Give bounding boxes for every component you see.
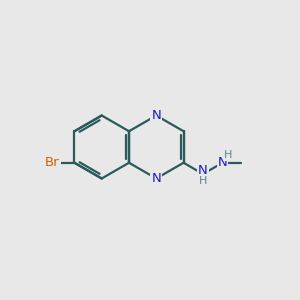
Text: N: N <box>218 156 227 169</box>
Text: Br: Br <box>45 156 60 169</box>
Text: N: N <box>152 172 161 185</box>
Text: H: H <box>224 150 232 160</box>
Text: N: N <box>152 109 161 122</box>
Text: H: H <box>199 176 207 186</box>
Text: N: N <box>198 164 208 177</box>
